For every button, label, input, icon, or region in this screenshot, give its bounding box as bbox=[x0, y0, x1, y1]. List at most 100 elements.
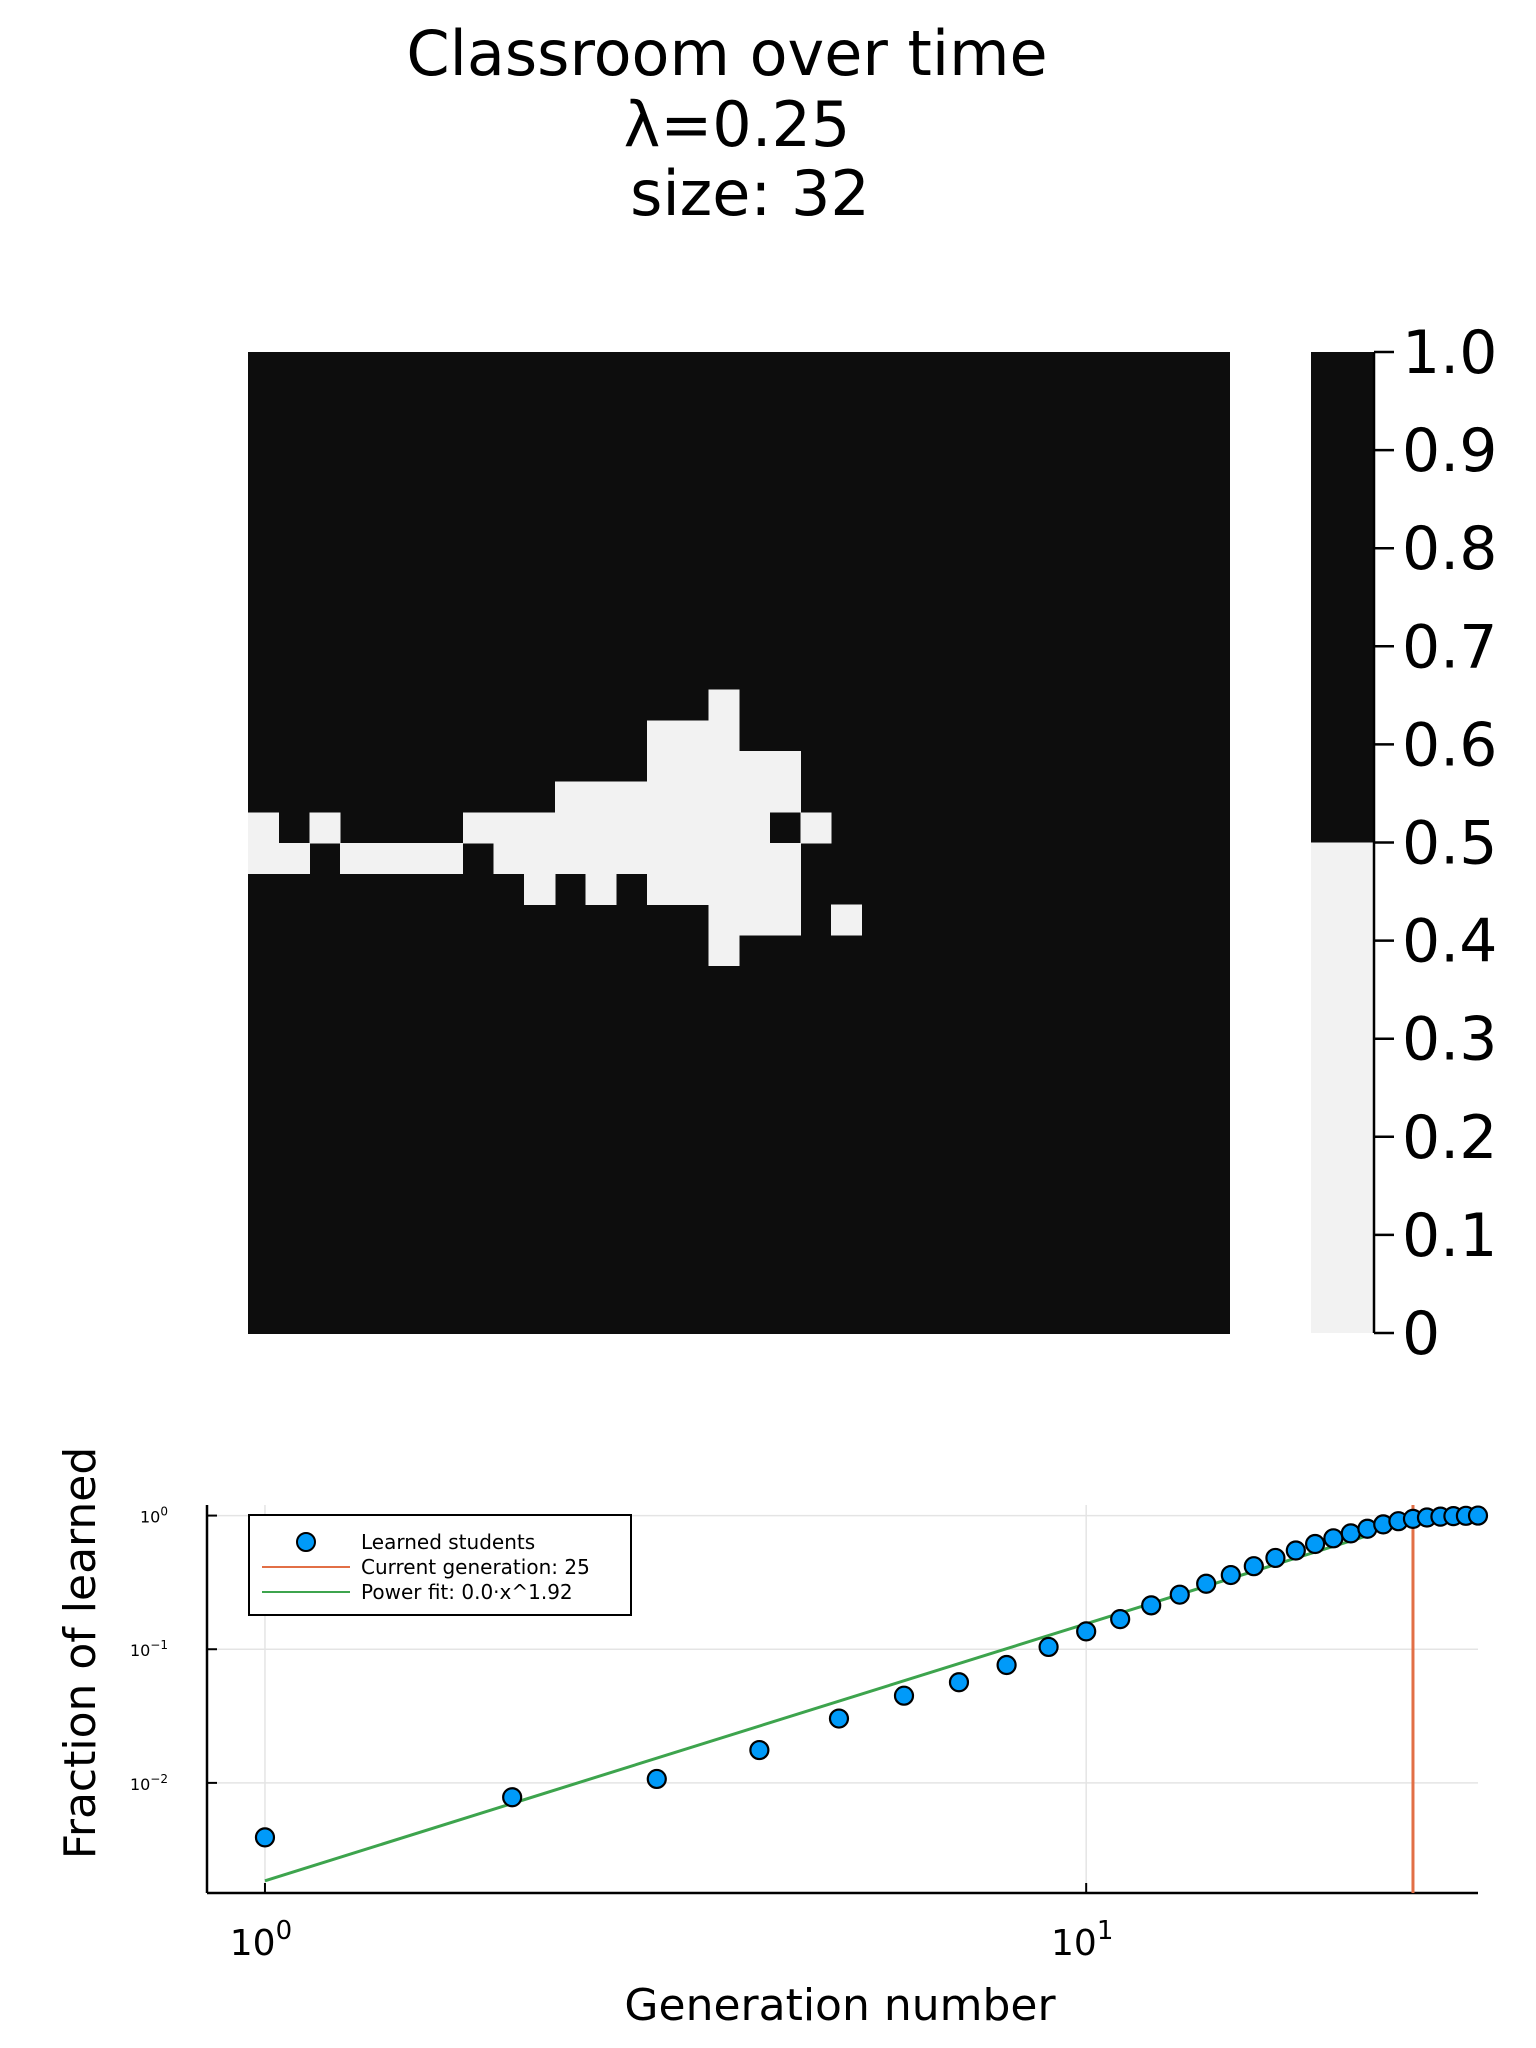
heatmap bbox=[248, 352, 1230, 1334]
learned-students-point bbox=[254, 1827, 276, 1848]
heatmap-cell bbox=[769, 781, 801, 813]
colorbar-tick-label: 0.7 bbox=[1402, 612, 1497, 682]
heatmap-cell bbox=[739, 873, 771, 905]
heatmap-title-line-2: λ=0.25 bbox=[624, 88, 851, 161]
heatmap-cell bbox=[739, 904, 771, 936]
heatmap-cell bbox=[739, 750, 771, 783]
heatmap-cell bbox=[677, 750, 709, 783]
heatmap-cell bbox=[616, 843, 648, 875]
legend: Learned students Current generation: 25 … bbox=[248, 1514, 632, 1616]
heatmap-cell bbox=[708, 904, 740, 936]
heatmap-cell bbox=[585, 873, 617, 905]
heatmap-cell bbox=[309, 812, 341, 844]
heatmap-cell bbox=[646, 750, 679, 783]
heatmap-cell bbox=[554, 843, 586, 875]
learned-students-point bbox=[1110, 1609, 1131, 1630]
heatmap-cell bbox=[554, 812, 586, 844]
heatmap-cell bbox=[585, 812, 617, 844]
learned-students-point bbox=[749, 1739, 770, 1761]
heatmap-cell bbox=[677, 843, 709, 875]
colorbar-tick-label: 0.1 bbox=[1402, 1201, 1497, 1271]
heatmap-cell bbox=[248, 843, 280, 875]
heatmap-cell bbox=[401, 843, 433, 875]
colorbar-tick-label: 0.5 bbox=[1402, 809, 1497, 879]
heatmap-cell bbox=[432, 843, 464, 875]
heatmap-cell bbox=[646, 843, 679, 875]
heatmap-cell bbox=[708, 781, 740, 813]
heatmap-cell bbox=[493, 812, 525, 844]
heatmap-cell bbox=[585, 781, 617, 813]
learned-students-point bbox=[646, 1768, 667, 1790]
heatmap-cell bbox=[340, 843, 372, 875]
learned-students-point bbox=[1304, 1533, 1326, 1555]
colorbar-tick-label: 0.6 bbox=[1402, 710, 1497, 780]
heatmap-cell bbox=[493, 843, 525, 875]
colorbar-tick-label: 0.4 bbox=[1402, 907, 1497, 977]
learned-students-point bbox=[1467, 1505, 1489, 1526]
heatmap-cell bbox=[677, 873, 709, 905]
heatmap-cell bbox=[708, 873, 740, 905]
heatmap-cell bbox=[677, 812, 709, 844]
legend-marker-learned bbox=[296, 1532, 316, 1552]
learned-students-point bbox=[1323, 1528, 1344, 1549]
heatmap-cell bbox=[554, 781, 586, 813]
learned-students-point bbox=[1169, 1584, 1190, 1605]
colorbar-tick-label: 1.0 bbox=[1402, 318, 1497, 388]
learned-students-point bbox=[1076, 1621, 1097, 1642]
colorbar-tick-label: 0 bbox=[1402, 1299, 1440, 1369]
learned-students-point bbox=[948, 1672, 970, 1693]
heatmap-cell bbox=[739, 843, 771, 875]
learned-students-point bbox=[996, 1654, 1017, 1676]
heatmap-cell bbox=[646, 812, 679, 844]
heatmap-cell bbox=[708, 843, 740, 875]
heatmap-cell bbox=[708, 935, 740, 967]
heatmap-cell bbox=[708, 689, 740, 721]
legend-label-learned: Learned students bbox=[361, 1530, 535, 1554]
heatmap-cell bbox=[769, 904, 801, 936]
colorbar-tick-label: 0.9 bbox=[1402, 416, 1497, 486]
learned-students-point bbox=[1265, 1547, 1286, 1569]
learned-students-point bbox=[1243, 1556, 1264, 1577]
colorbar-tick-label: 0.2 bbox=[1402, 1103, 1497, 1173]
heatmap-cell bbox=[524, 812, 556, 844]
legend-label-power-fit: Power fit: 0.0·x^1.92 bbox=[361, 1580, 573, 1604]
heatmap-cell bbox=[616, 781, 648, 813]
learned-students-point bbox=[1038, 1636, 1059, 1658]
heatmap-cell bbox=[739, 812, 771, 844]
heatmap-cell bbox=[646, 720, 679, 752]
heatmap-cell bbox=[616, 812, 648, 844]
heatmap-cell bbox=[708, 812, 740, 844]
colorbar-high-segment bbox=[1311, 352, 1374, 843]
learned-students-point bbox=[1196, 1573, 1217, 1594]
heatmap-cell bbox=[739, 781, 771, 813]
heatmap-cell bbox=[370, 843, 402, 875]
heatmap-title-line-1: Classroom over time bbox=[406, 17, 1047, 90]
legend-label-current-generation: Current generation: 25 bbox=[361, 1555, 590, 1579]
colorbar-tick-label: 0.3 bbox=[1402, 1005, 1497, 1075]
heatmap-cell bbox=[278, 843, 310, 875]
heatmap-cell bbox=[677, 781, 709, 813]
learned-students-point bbox=[1340, 1523, 1361, 1544]
learned-students-point bbox=[828, 1708, 850, 1729]
learned-students-point bbox=[1220, 1564, 1241, 1586]
heatmap-cell bbox=[646, 781, 679, 813]
heatmap-cell bbox=[769, 873, 801, 905]
heatmap-cell bbox=[708, 720, 740, 752]
learned-students-point bbox=[893, 1685, 915, 1706]
heatmap-cell bbox=[462, 812, 494, 844]
heatmap-title-line-3: size: 32 bbox=[630, 157, 870, 230]
colorbar: 0 0.1 0.2 0.3 0.4 0.5 0.6 0.7 0.8 0.9 1.0 bbox=[1311, 318, 1497, 1369]
learned-students-point bbox=[502, 1787, 523, 1808]
y-axis-label: Fraction of learned bbox=[55, 1447, 106, 1859]
heatmap-cell bbox=[800, 812, 832, 844]
heatmap-cell bbox=[677, 720, 709, 752]
learned-students-point bbox=[1285, 1540, 1306, 1561]
heatmap-cell bbox=[769, 750, 801, 783]
x-axis-label: Generation number bbox=[624, 1980, 1056, 2031]
legend-box bbox=[248, 1514, 632, 1616]
learned-students-point bbox=[1141, 1595, 1162, 1616]
heatmap-cell bbox=[248, 812, 280, 844]
colorbar-low-segment bbox=[1311, 842, 1374, 1333]
heatmap-cell bbox=[646, 873, 679, 905]
